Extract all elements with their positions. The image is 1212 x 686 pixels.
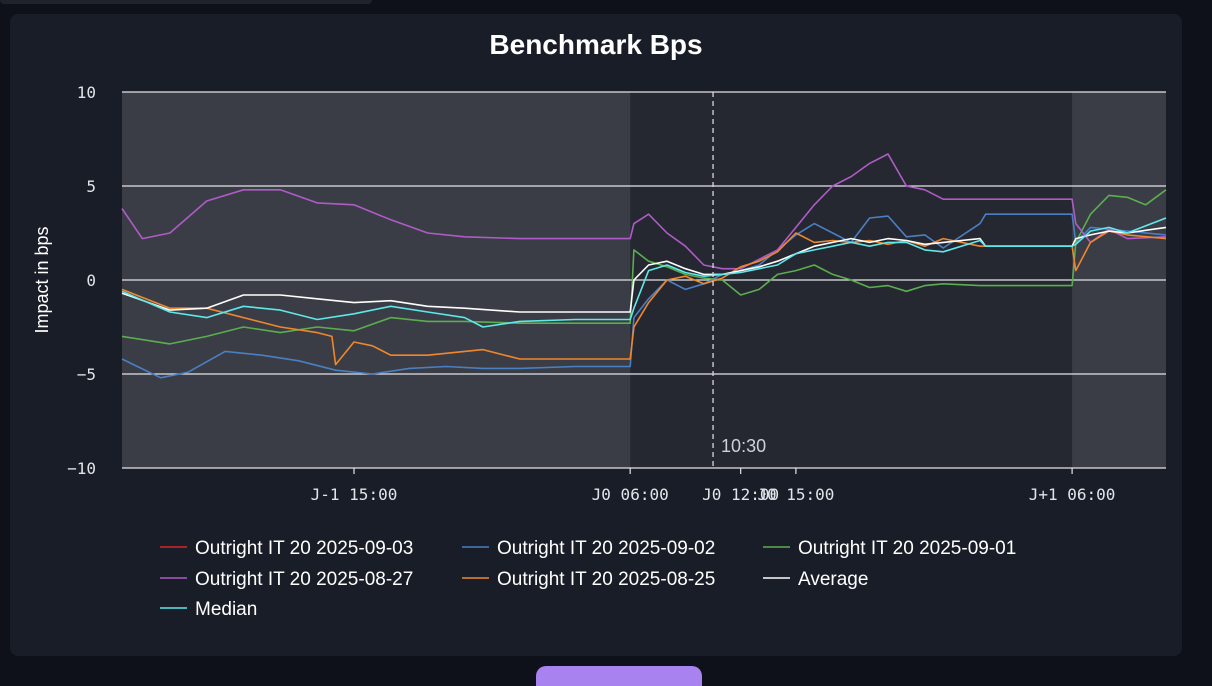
x-tick-label: J0 06:00	[592, 485, 669, 504]
legend-item[interactable]: Outright IT 20 2025-08-25	[462, 569, 715, 590]
chart-card: Benchmark Bps 10 5 0 −5 −10 J-1 15:00 J0 06:0…	[10, 14, 1182, 656]
x-tick-label: J+1 06:00	[1029, 485, 1116, 504]
y-tick-label: 10	[77, 83, 96, 102]
series-line-2	[121, 189, 1167, 345]
legend-label: Outright IT 20 2025-09-02	[497, 538, 715, 559]
reference-line-label: 10:30	[721, 436, 766, 456]
series-line-4	[121, 230, 1167, 366]
legend-label: Outright IT 20 2025-09-03	[195, 538, 413, 559]
legend-label: Average	[798, 569, 868, 590]
chart-title: Benchmark Bps	[489, 29, 702, 60]
legend-item[interactable]: Outright IT 20 2025-09-03	[160, 538, 413, 559]
series-line-6	[121, 217, 1167, 328]
series-lines	[121, 153, 1167, 379]
legend-item[interactable]: Outright IT 20 2025-09-02	[462, 538, 715, 559]
legend-label: Outright IT 20 2025-08-27	[195, 569, 413, 590]
y-tick-label: −5	[77, 365, 96, 384]
x-tick-label: J-1 15:00	[311, 485, 398, 504]
top-tab[interactable]	[0, 0, 372, 4]
bottom-button[interactable]	[536, 666, 702, 686]
y-axis-ticks: 10 5 0 −5 −10	[67, 83, 96, 478]
y-tick-label: −10	[67, 459, 96, 478]
legend-item[interactable]: Outright IT 20 2025-09-01	[763, 538, 1016, 559]
legend-item[interactable]: Average	[763, 569, 868, 590]
legend[interactable]: Outright IT 20 2025-09-03 Outright IT 20 …	[160, 538, 1016, 620]
legend-label: Outright IT 20 2025-09-01	[798, 538, 1016, 559]
x-tick-label: J0 12:00	[702, 485, 779, 504]
y-tick-label: 5	[86, 177, 96, 196]
benchmark-chart: Benchmark Bps 10 5 0 −5 −10 J-1 15:00 J0 06:0…	[32, 29, 1167, 620]
legend-item[interactable]: Outright IT 20 2025-08-27	[160, 569, 413, 590]
legend-label: Outright IT 20 2025-08-25	[497, 569, 715, 590]
legend-label: Median	[195, 599, 257, 620]
y-axis-title: Impact in bps	[32, 226, 52, 333]
reference-line: 10:30	[712, 92, 766, 468]
series-line-3	[121, 153, 1167, 270]
y-tick-label: 0	[86, 271, 96, 290]
x-tick-label: J0 15:00	[757, 485, 834, 504]
legend-item[interactable]: Median	[160, 599, 257, 620]
gridlines	[122, 91, 1166, 469]
